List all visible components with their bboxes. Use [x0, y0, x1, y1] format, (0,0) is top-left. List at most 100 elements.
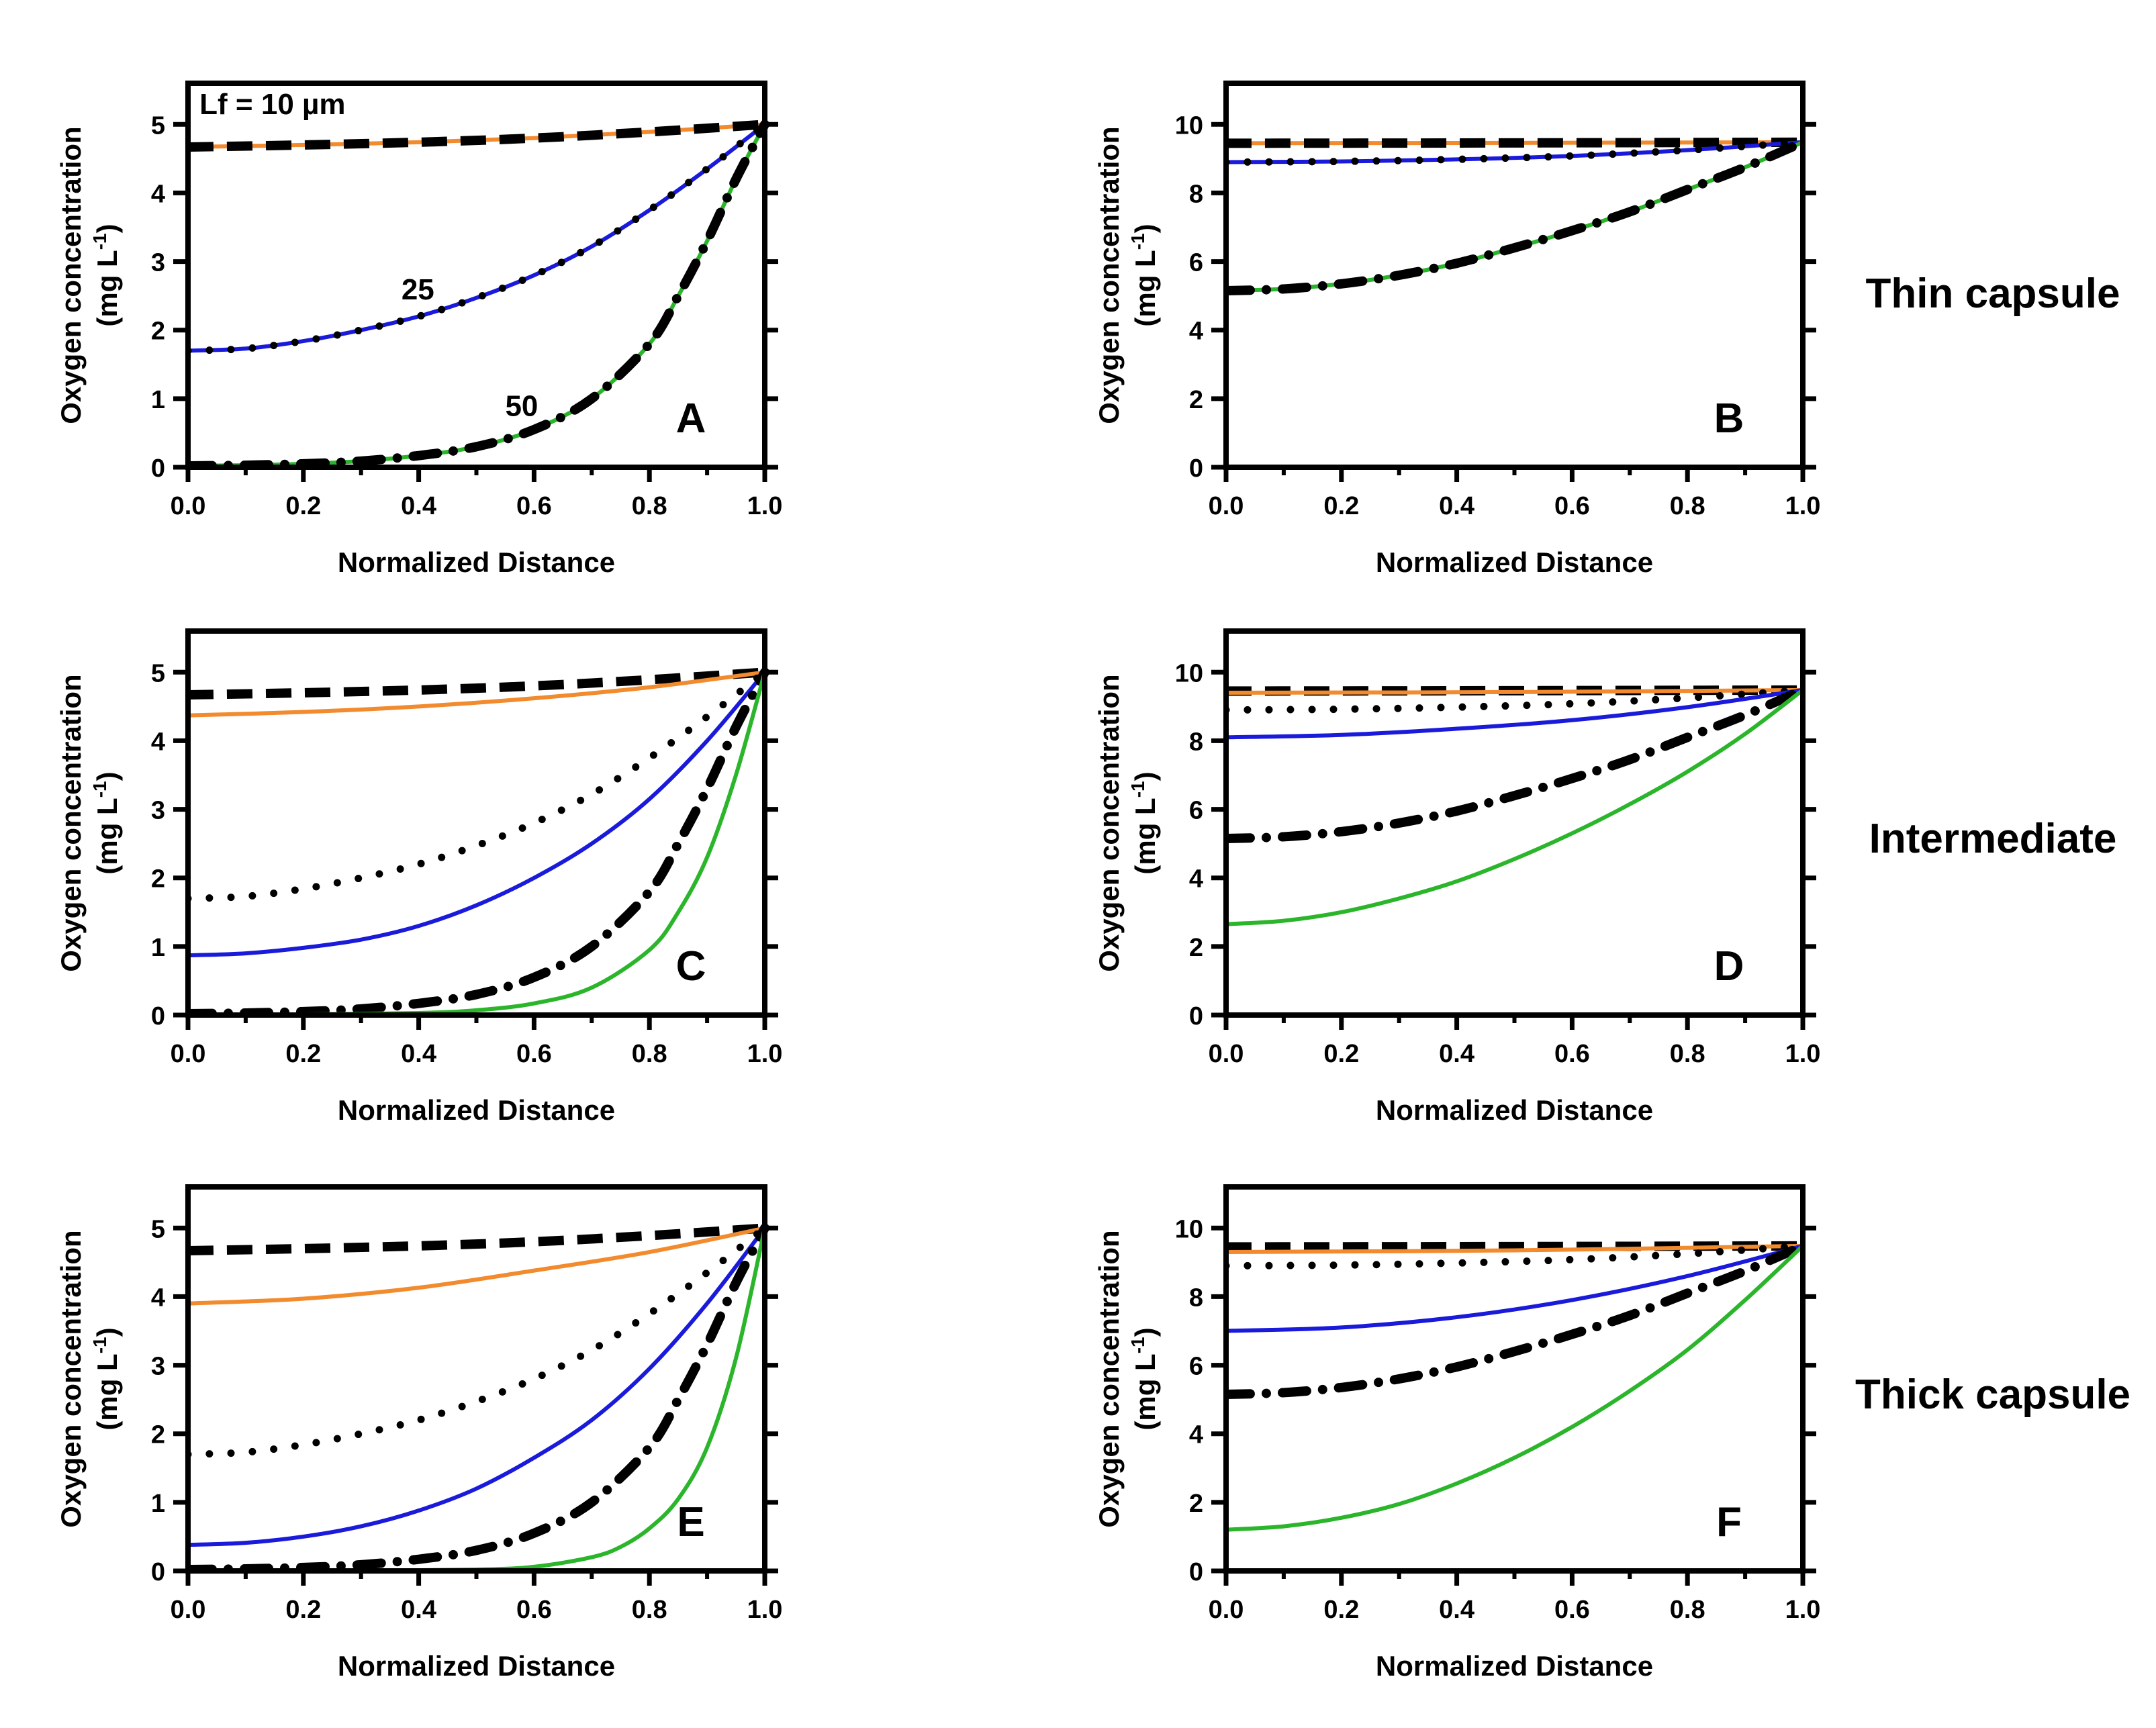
x-tick-label: 0.6 — [1554, 1596, 1590, 1624]
x-tick-label: 0.8 — [1670, 1596, 1705, 1624]
x-tick-label: 0.6 — [1554, 1040, 1590, 1068]
x-tick-label: 1.0 — [747, 492, 783, 520]
x-tick-label: 0.6 — [516, 1596, 552, 1624]
annotation-label: 25 — [402, 273, 434, 306]
x-axis-label: Normalized Distance — [338, 546, 615, 578]
series-line-0-dashed — [188, 667, 765, 700]
y-tick-label: 10 — [1175, 1215, 1203, 1243]
x-tick-label: 0.4 — [401, 1040, 436, 1068]
y-tick-label: 0 — [1189, 1002, 1203, 1030]
panel-D: 0.0 0.2 0.4 0.6 0.8 1.0 0 2 4 6 8 10 Normalized Dist… — [1093, 628, 1821, 1126]
series-line-3-dotted — [1226, 138, 1807, 166]
x-tick-label: 0.0 — [1209, 492, 1244, 520]
y-axis-label: Oxygen concentration — [55, 126, 87, 424]
y-axis-label: Oxygen concentration — [55, 1230, 87, 1527]
x-tick-label: 0.2 — [285, 492, 321, 520]
y-tick-label: 5 — [151, 659, 165, 687]
panel-E: 0.0 0.2 0.4 0.6 0.8 1.0 0 1 2 3 4 5 Normalized Dista… — [55, 1184, 783, 1682]
y-axis-label: Oxygen concentration — [1093, 126, 1125, 424]
y-tick-label: 2 — [151, 1421, 165, 1449]
x-tick-label: 0.2 — [1323, 1596, 1359, 1624]
y-axis-unit: (mg L-1) — [89, 771, 123, 874]
y-tick-label: 8 — [1189, 728, 1203, 756]
x-axis-label: Normalized Distance — [338, 1094, 615, 1126]
series-line-2-dotted — [1226, 1242, 1807, 1269]
y-tick-label: 6 — [1189, 1353, 1203, 1381]
series-line-4-dashdot — [188, 667, 769, 1015]
panel-letter: B — [1714, 395, 1744, 442]
x-tick-label: 0.0 — [1209, 1596, 1244, 1624]
series-group — [188, 667, 769, 1015]
x-tick-label: 0.2 — [1323, 492, 1359, 520]
series-line-3-solid — [1226, 1243, 1805, 1333]
series-line-3-solid — [1226, 687, 1805, 740]
series-line-1-dashed — [1226, 137, 1803, 148]
series-line-0-dashed — [188, 1223, 765, 1255]
series-line-3-solid — [188, 1226, 767, 1547]
series-line-1-solid — [1226, 687, 1805, 695]
y-axis-unit: (mg L-1) — [1127, 224, 1161, 326]
x-tick-label: 1.0 — [747, 1040, 783, 1068]
x-tick-label: 0.0 — [1209, 1040, 1244, 1068]
series-line-2-dotted — [1226, 686, 1807, 714]
series-group — [1226, 685, 1808, 926]
y-tick-label: 5 — [151, 1215, 165, 1243]
annotation-label: 50 — [505, 389, 538, 422]
y-tick-label: 1 — [151, 934, 165, 962]
x-tick-label: 0.6 — [1554, 492, 1590, 520]
x-tick-label: 1.0 — [747, 1596, 783, 1624]
x-tick-label: 0.2 — [285, 1596, 321, 1624]
panel-letter: A — [676, 395, 706, 442]
series-group — [1226, 1241, 1808, 1532]
panel-A: 0.0 0.2 0.4 0.6 0.8 1.0 0 1 2 3 4 5 Normalized Dista… — [55, 81, 783, 578]
y-tick-label: 2 — [1189, 934, 1203, 962]
y-tick-label: 6 — [1189, 797, 1203, 825]
y-tick-label: 0 — [1189, 1558, 1203, 1586]
panel-F: 0.0 0.2 0.4 0.6 0.8 1.0 0 2 4 6 8 10 Normalized Dist… — [1093, 1184, 1820, 1682]
x-tick-label: 0.8 — [1670, 492, 1705, 520]
series-line-2-solid — [188, 122, 767, 353]
x-tick-label: 0.6 — [516, 1040, 552, 1068]
row-label: Thin capsule — [1866, 271, 2120, 317]
y-axis-unit: (mg L-1) — [89, 1327, 123, 1430]
x-tick-label: 0.4 — [1439, 1596, 1474, 1624]
series-line-1-dashed — [188, 119, 765, 152]
y-tick-label: 2 — [151, 865, 165, 894]
y-tick-label: 8 — [1189, 1284, 1203, 1312]
panel-C: 0.0 0.2 0.4 0.6 0.8 1.0 0 1 2 3 4 5 Normalized Dista… — [55, 628, 783, 1126]
series-line-1-solid — [188, 1226, 767, 1306]
row-label: Intermediate — [1869, 816, 2117, 862]
x-tick-label: 0.4 — [1439, 1040, 1474, 1068]
x-tick-label: 0.4 — [1439, 492, 1474, 520]
y-tick-label: 3 — [151, 797, 165, 825]
x-tick-label: 0.6 — [516, 492, 552, 520]
y-tick-label: 4 — [151, 1284, 165, 1312]
x-tick-label: 1.0 — [1785, 1040, 1821, 1068]
panel-letter: D — [1714, 943, 1744, 990]
series-line-5-solid — [1226, 1243, 1805, 1532]
y-tick-label: 4 — [1189, 318, 1203, 346]
x-tick-label: 0.4 — [401, 492, 436, 520]
y-tick-label: 0 — [151, 1002, 165, 1030]
y-tick-label: 0 — [151, 454, 165, 483]
annotation-label: Lf = 10 µm — [199, 88, 345, 121]
x-axis-label: Normalized Distance — [338, 1650, 615, 1682]
series-line-3-dotted — [188, 120, 769, 354]
series-line-1-solid — [188, 670, 767, 718]
x-tick-label: 0.2 — [285, 1040, 321, 1068]
series-line-4-dashdot — [1226, 685, 1808, 843]
series-group — [188, 1223, 769, 1571]
y-axis-label: Oxygen concentration — [1093, 674, 1125, 971]
series-line-3-solid — [188, 670, 767, 958]
series-group — [188, 119, 769, 467]
x-tick-label: 0.2 — [1323, 1040, 1359, 1068]
series-line-5-solid — [1226, 687, 1805, 926]
x-axis-label: Normalized Distance — [1376, 1094, 1653, 1126]
series-line-4-dashdot — [188, 1223, 769, 1571]
series-line-1-solid — [1226, 1243, 1805, 1255]
y-tick-label: 2 — [151, 318, 165, 346]
y-tick-label: 4 — [151, 180, 165, 208]
y-tick-label: 8 — [1189, 180, 1203, 208]
x-tick-label: 0.8 — [632, 1596, 667, 1624]
y-axis-label: Oxygen concentration — [55, 674, 87, 971]
